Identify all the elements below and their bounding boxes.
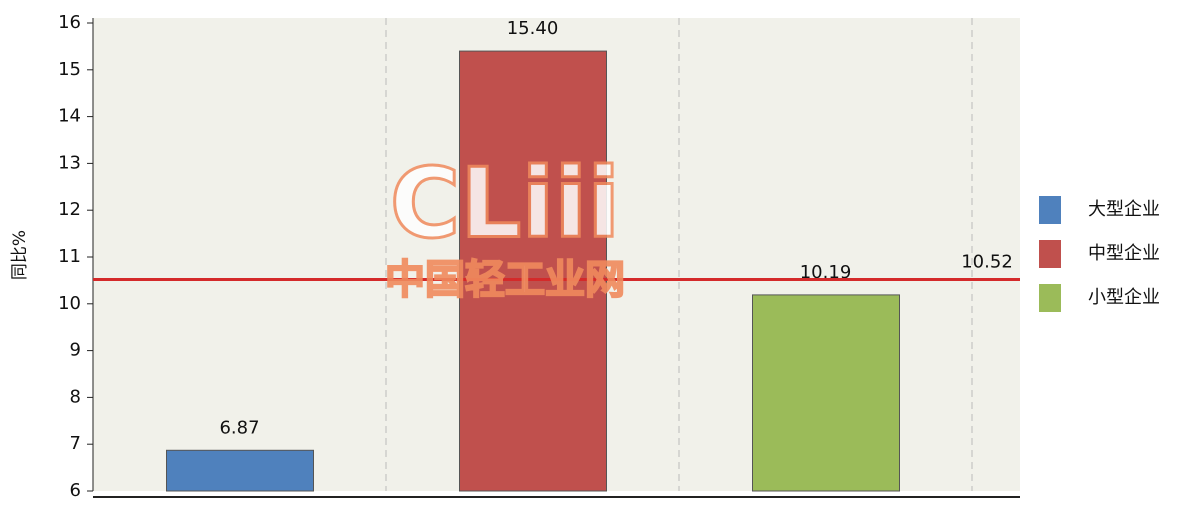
y-axis-label: 同比%	[10, 230, 30, 280]
legend-swatch	[1039, 196, 1061, 224]
y-tick-label: 12	[58, 199, 81, 220]
reference-label: 10.52	[961, 251, 1013, 272]
legend-label: 大型企业	[1088, 199, 1160, 220]
value-label: 15.40	[507, 18, 559, 39]
legend-swatch	[1039, 240, 1061, 268]
bar	[459, 50, 607, 492]
watermark-text: 中国轻工业网	[385, 257, 625, 303]
value-label: 10.19	[800, 262, 852, 283]
y-tick-label: 14	[58, 106, 81, 127]
legend-swatch	[1039, 284, 1061, 312]
y-tick-label: 6	[70, 480, 81, 501]
bar	[752, 294, 900, 492]
y-tick-label: 9	[70, 340, 81, 361]
y-tick-label: 10	[58, 293, 81, 314]
y-tick-label: 13	[58, 152, 81, 173]
y-tick-label: 16	[58, 12, 81, 33]
watermark-logo: CLiii	[390, 147, 620, 259]
legend-label: 小型企业	[1088, 287, 1160, 308]
y-tick-label: 11	[58, 246, 81, 267]
value-label: 6.87	[219, 417, 259, 438]
y-tick-label: 7	[70, 433, 81, 454]
legend-label: 中型企业	[1088, 243, 1160, 264]
y-tick-label: 8	[70, 386, 81, 407]
y-tick-label: 15	[58, 59, 81, 80]
bar	[166, 449, 314, 492]
